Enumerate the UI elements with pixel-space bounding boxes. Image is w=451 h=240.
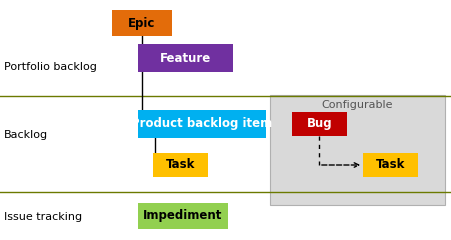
Text: Portfolio backlog: Portfolio backlog	[4, 62, 97, 72]
Text: Backlog: Backlog	[4, 130, 48, 140]
Bar	[138, 203, 227, 229]
Text: Product backlog item: Product backlog item	[131, 118, 272, 131]
Bar	[269, 95, 444, 205]
Text: Epic: Epic	[128, 17, 155, 30]
Text: Configurable: Configurable	[321, 100, 392, 110]
Text: Task: Task	[166, 158, 195, 172]
Bar	[138, 110, 265, 138]
Text: Impediment: Impediment	[143, 210, 222, 222]
Bar	[152, 153, 207, 177]
Bar	[112, 10, 172, 36]
Text: Bug: Bug	[306, 118, 331, 131]
Text: Task: Task	[375, 158, 404, 172]
Text: Issue tracking: Issue tracking	[4, 212, 82, 222]
Bar	[291, 112, 346, 136]
Text: Feature: Feature	[160, 52, 211, 65]
Bar	[362, 153, 417, 177]
Bar	[138, 44, 232, 72]
